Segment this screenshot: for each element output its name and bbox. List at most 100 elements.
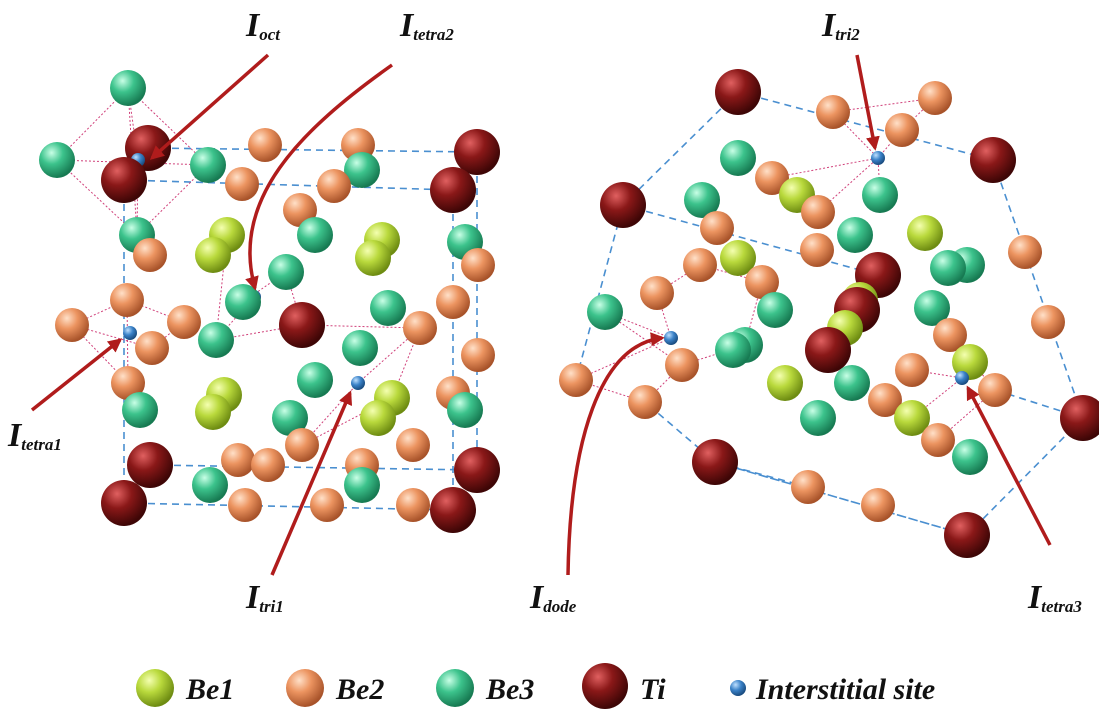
atom-be2 xyxy=(133,238,167,272)
atom-be3 xyxy=(800,400,836,436)
atom-be3 xyxy=(192,467,228,503)
atom-be3 xyxy=(225,284,261,320)
atom-be2 xyxy=(55,308,89,342)
atom-be2 xyxy=(895,353,929,387)
legend-label: Ti xyxy=(640,673,666,706)
atom-be2 xyxy=(683,248,717,282)
atom-be2 xyxy=(665,348,699,382)
atom-be2 xyxy=(225,167,259,201)
atom-be1 xyxy=(195,237,231,273)
legend-label: Be1 xyxy=(185,673,234,706)
atom-ti xyxy=(101,157,147,203)
label-subscript: dode xyxy=(543,597,577,616)
atom-be2 xyxy=(978,373,1012,407)
atom-be2 xyxy=(628,385,662,419)
atom-be1 xyxy=(907,215,943,251)
label-subscript: tri1 xyxy=(259,597,284,616)
legend-label: Be3 xyxy=(485,673,534,706)
atom-ti xyxy=(430,487,476,533)
atom-be3 xyxy=(344,467,380,503)
atom-be2 xyxy=(436,285,470,319)
site-label: Itri1 xyxy=(245,579,284,616)
atom-be2 xyxy=(135,331,169,365)
legend-swatch xyxy=(136,669,174,707)
atom-be1 xyxy=(355,240,391,276)
atom-be2 xyxy=(861,488,895,522)
atom-be3 xyxy=(715,332,751,368)
atom-be3 xyxy=(268,254,304,290)
site-label: Ioct xyxy=(245,7,281,44)
site-label: Itetra3 xyxy=(1027,579,1082,616)
atom-be2 xyxy=(221,443,255,477)
atom-be2 xyxy=(396,488,430,522)
atom-ti xyxy=(1060,395,1099,441)
atom-be3 xyxy=(930,250,966,286)
atom-be2 xyxy=(800,233,834,267)
atom-be2 xyxy=(1031,305,1065,339)
atom-ti xyxy=(600,182,646,228)
label-subscript: tetra1 xyxy=(21,435,62,454)
atom-be2 xyxy=(885,113,919,147)
atom-ti xyxy=(944,512,990,558)
legend-swatch xyxy=(730,680,746,696)
atom-be2 xyxy=(816,95,850,129)
atom-be2 xyxy=(461,248,495,282)
atom-be2 xyxy=(167,305,201,339)
legend-swatch xyxy=(582,663,628,709)
atom-be3 xyxy=(39,142,75,178)
atom-be3 xyxy=(198,322,234,358)
atom-be2 xyxy=(248,128,282,162)
atom-be2 xyxy=(918,81,952,115)
site-label: Itri2 xyxy=(821,7,860,44)
atom-ti xyxy=(454,129,500,175)
atom-be2 xyxy=(403,311,437,345)
atom-be2 xyxy=(700,211,734,245)
atom-be2 xyxy=(396,428,430,462)
atom-ti xyxy=(127,442,173,488)
atom-be3 xyxy=(757,292,793,328)
atom-be2 xyxy=(1008,235,1042,269)
atom-be3 xyxy=(297,217,333,253)
atom-be3 xyxy=(447,392,483,428)
atom-be2 xyxy=(110,283,144,317)
atom-be2 xyxy=(559,363,593,397)
atom-be3 xyxy=(297,362,333,398)
interstitial-site xyxy=(871,151,885,165)
site-label: Itetra2 xyxy=(399,7,454,44)
atom-be1 xyxy=(360,400,396,436)
atom-be2 xyxy=(791,470,825,504)
arrow xyxy=(32,340,120,410)
atom-ti xyxy=(715,69,761,115)
interstitial-site xyxy=(123,326,137,340)
legend-swatch xyxy=(286,669,324,707)
atom-be3 xyxy=(837,217,873,253)
site-label: Idode xyxy=(529,579,577,616)
atom-be2 xyxy=(921,423,955,457)
atom-be2 xyxy=(251,448,285,482)
atom-be2 xyxy=(640,276,674,310)
atom-be2 xyxy=(317,169,351,203)
legend-swatch xyxy=(436,669,474,707)
legend-label: Interstitial site xyxy=(755,673,935,706)
atoms xyxy=(39,69,1099,558)
atom-ti xyxy=(970,137,1016,183)
atom-ti xyxy=(101,480,147,526)
atom-be1 xyxy=(195,394,231,430)
figure: Ioct Itetra2 Itetra1 Itri1 Idode Itri2 I… xyxy=(0,0,1099,711)
atom-ti xyxy=(279,302,325,348)
atom-be2 xyxy=(310,488,344,522)
atom-be2 xyxy=(228,488,262,522)
arrow xyxy=(857,55,875,148)
atom-be3 xyxy=(720,140,756,176)
atom-ti xyxy=(692,439,738,485)
legend: Be1 Be2 Be3 Ti Interstitial site xyxy=(136,663,935,709)
atom-ti xyxy=(454,447,500,493)
atom-be2 xyxy=(461,338,495,372)
label-subscript: tri2 xyxy=(835,25,860,44)
site-label: Itetra1 xyxy=(7,417,62,454)
atom-be3 xyxy=(370,290,406,326)
legend-label: Be2 xyxy=(335,673,384,706)
atom-be3 xyxy=(834,365,870,401)
label-subscript: tetra3 xyxy=(1041,597,1082,616)
atom-be3 xyxy=(952,439,988,475)
